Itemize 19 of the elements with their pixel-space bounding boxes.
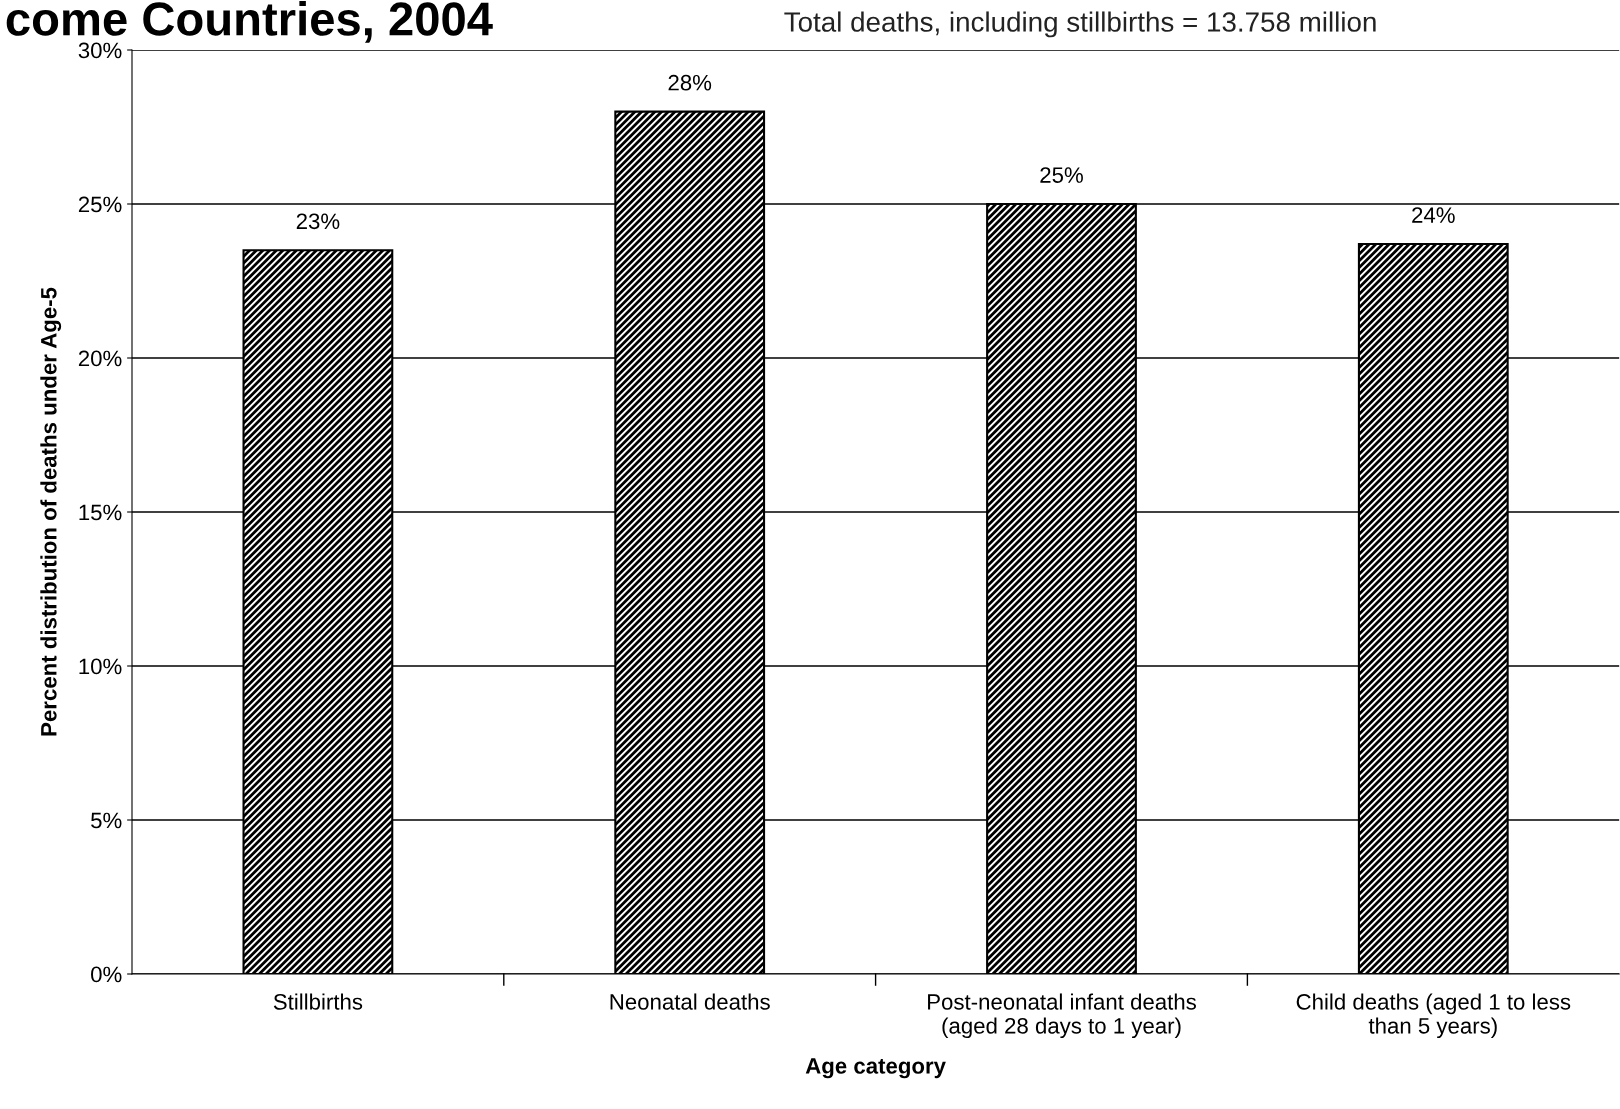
chart-subtitle: Total deaths, including stillbirths = 13.758 million (784, 11, 1376, 38)
x-tick-label: Neonatal deaths (610, 993, 770, 1010)
y-tick-label: 30% (78, 42, 122, 59)
data-label: 25% (1040, 167, 1083, 183)
y-tick-label: 0% (91, 966, 122, 983)
y-tick-label: 25% (78, 196, 122, 213)
y-tick-label: 10% (79, 658, 122, 675)
y-tick-label: 5% (91, 812, 122, 829)
data-label: 24% (1412, 207, 1455, 223)
x-axis-title: Age category (805, 1058, 946, 1079)
data-label: 28% (668, 74, 712, 91)
x-tick-label: Post-neonatal infant deaths (aged 28 days to 1 year) (928, 993, 1196, 1039)
x-tick-label: Child deaths (aged 1 to less than 5 years) (1296, 993, 1571, 1039)
y-tick-label: 20% (78, 350, 122, 367)
chart-title: come Countries, 2004 (6, 1, 493, 43)
data-label: 23% (296, 213, 340, 230)
y-axis-title: Percent distribution of deaths under Age-5 (40, 287, 62, 736)
x-tick-label: Stillbirths (273, 993, 363, 1010)
y-tick-label: 15% (79, 504, 122, 521)
